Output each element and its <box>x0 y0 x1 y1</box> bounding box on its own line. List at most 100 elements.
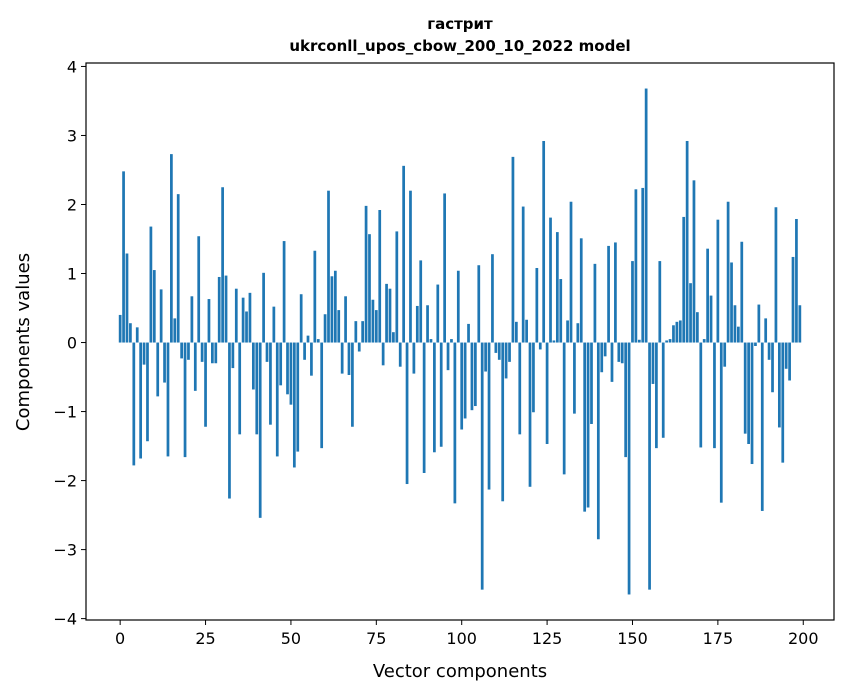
x-tick-label: 25 <box>195 629 215 648</box>
bar <box>132 342 136 466</box>
bar <box>795 218 798 343</box>
bar <box>655 342 658 449</box>
bar <box>754 342 757 346</box>
bar <box>658 261 662 343</box>
bar <box>678 320 682 343</box>
y-tick-label: −4 <box>53 610 77 629</box>
bar <box>275 342 279 457</box>
chart-subtitle: ukrconll_upos_cbow_200_10_2022 model <box>289 37 630 55</box>
bar <box>696 312 699 343</box>
bar <box>269 342 272 425</box>
bar <box>333 270 337 343</box>
bar <box>771 342 774 393</box>
bar <box>757 304 761 343</box>
bar <box>600 342 604 373</box>
bar <box>460 342 464 430</box>
bar <box>316 339 320 343</box>
x-tick-label: 100 <box>446 629 477 648</box>
bar <box>146 342 149 442</box>
bar <box>706 248 709 343</box>
bar <box>299 294 303 343</box>
bar <box>607 245 610 343</box>
bar <box>221 187 224 343</box>
bar <box>357 342 361 352</box>
bar <box>224 275 228 343</box>
bar <box>371 299 375 343</box>
bar <box>320 342 324 449</box>
bar <box>245 311 248 343</box>
bar <box>313 250 317 343</box>
bar <box>211 342 214 364</box>
bar <box>306 335 310 343</box>
bar <box>777 342 781 428</box>
bar <box>392 332 395 343</box>
bar <box>525 319 528 343</box>
bar <box>624 342 628 458</box>
bar <box>760 342 764 511</box>
bar <box>214 342 218 364</box>
bar <box>535 267 539 343</box>
bar <box>737 326 740 343</box>
bar <box>258 342 262 518</box>
bar <box>702 339 706 343</box>
bar <box>296 342 300 452</box>
bar <box>139 342 143 459</box>
bar <box>682 216 686 343</box>
bar <box>426 305 429 343</box>
bar <box>767 342 771 360</box>
bar <box>251 342 255 390</box>
bar <box>286 342 289 395</box>
bar <box>685 140 689 343</box>
bar <box>292 342 296 468</box>
bar <box>176 194 180 343</box>
bar <box>593 263 597 343</box>
bar <box>559 279 563 343</box>
y-axis-label: Components values <box>13 253 34 431</box>
x-tick-label: 200 <box>788 629 819 648</box>
bar <box>135 327 139 343</box>
bar <box>726 201 730 343</box>
plot-frame <box>85 62 835 621</box>
bar <box>463 342 467 419</box>
bar <box>719 342 723 503</box>
bar <box>405 342 409 485</box>
bar <box>187 342 190 360</box>
bar <box>398 342 402 367</box>
bar <box>381 342 385 366</box>
bar <box>518 342 522 435</box>
bar <box>668 339 672 343</box>
bar <box>501 342 505 502</box>
bar <box>637 339 641 343</box>
bar <box>562 342 566 475</box>
bar <box>378 210 382 343</box>
bar <box>781 342 785 463</box>
bar <box>351 342 354 427</box>
bar <box>327 190 330 343</box>
bar <box>361 321 365 343</box>
bar <box>422 342 426 473</box>
bar <box>193 342 197 391</box>
bar <box>617 342 621 362</box>
bar <box>631 261 634 343</box>
bar <box>648 342 651 590</box>
bar <box>149 226 153 343</box>
bar <box>310 342 313 376</box>
bar <box>750 342 754 465</box>
x-tick-label: 150 <box>617 629 648 648</box>
bar <box>699 342 703 448</box>
bar <box>446 342 450 371</box>
bar <box>279 342 283 386</box>
bar <box>303 342 306 360</box>
bar <box>791 256 795 343</box>
bar <box>429 339 433 343</box>
bar <box>665 340 668 343</box>
bar <box>347 342 351 375</box>
x-axis-ticks: 0 25 50 75 100 125 150 175 200 <box>115 620 819 648</box>
bar <box>364 205 368 343</box>
bar <box>641 187 645 343</box>
bar <box>395 231 399 343</box>
bar <box>573 342 576 414</box>
bar <box>511 156 515 343</box>
bar <box>163 342 166 383</box>
x-axis-label: Vector components <box>373 661 547 682</box>
